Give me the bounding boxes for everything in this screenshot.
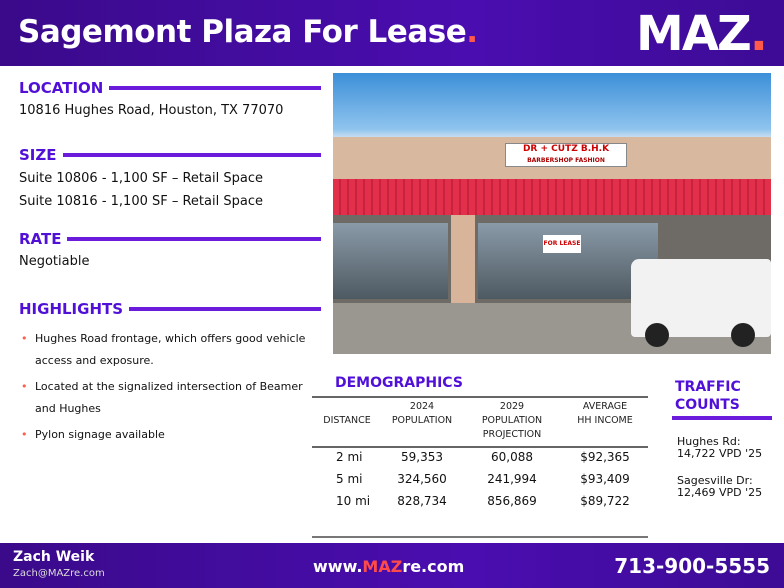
cell: $92,365 (580, 450, 630, 464)
pillar (451, 215, 475, 305)
agent-email[interactable]: Zach@MAZre.com (13, 568, 105, 579)
rate-heading: RATE (19, 230, 321, 248)
heading-rule (67, 237, 321, 241)
traffic-title-line: COUNTS (675, 397, 740, 413)
road-name: Hughes Rd: (677, 435, 741, 448)
agent-name: Zach Weik (13, 549, 95, 565)
cell: 60,088 (491, 450, 533, 464)
size-title: SIZE (19, 146, 57, 164)
traffic-count: 12,469 VPD '25 (677, 486, 763, 499)
location-title: LOCATION (19, 79, 104, 97)
suite-item: Suite 10806 - 1,100 SF – Retail Space (19, 171, 263, 186)
road-name: Sagesville Dr: (677, 474, 753, 487)
sign-text: DR + CUTZ B.H.K (522, 144, 610, 154)
logo-dot: . (749, 6, 768, 62)
highlight-item: Located at the signalized intersection o… (19, 376, 309, 420)
page-title: Sagemont Plaza For Lease. (18, 14, 478, 50)
demographics-table: DISTANCE 2024 POPULATION 2029 POPULATION… (312, 396, 648, 513)
location-heading: LOCATION (19, 79, 321, 97)
demographics-title: DEMOGRAPHICS (335, 375, 463, 391)
highlights-title: HIGHLIGHTS (19, 300, 124, 318)
title-text: Sagemont Plaza For Lease (18, 14, 467, 50)
table-row: 2 mi 59,353 60,088 $92,365 (312, 447, 648, 469)
highlights-heading: HIGHLIGHTS (19, 300, 321, 318)
header-banner: Sagemont Plaza For Lease. MAZ. (0, 0, 784, 66)
web-brand: MAZ (362, 557, 403, 576)
cell: 2 mi (336, 450, 363, 464)
web-suffix: re.com (402, 557, 465, 576)
highlight-item: Pylon signage available (19, 424, 309, 446)
column-header: 2024 POPULATION (382, 396, 462, 448)
truck-wheel (645, 323, 669, 347)
heading-rule (129, 307, 321, 311)
size-heading: SIZE (19, 146, 321, 164)
suite-item: Suite 10816 - 1,100 SF – Retail Space (19, 194, 263, 209)
cell: $89,722 (580, 493, 630, 508)
highlights-list: Hughes Road frontage, which offers good … (19, 328, 309, 450)
cell: 324,560 (397, 471, 447, 486)
store-sign: DR + CUTZ B.H.K BARBERSHOP FASHION (505, 143, 627, 167)
title-dot: . (466, 14, 478, 50)
traffic-item: Sagesville Dr: 12,469 VPD '25 (677, 475, 762, 499)
highlight-item: Hughes Road frontage, which offers good … (19, 328, 309, 372)
cell: 241,994 (487, 471, 537, 486)
table-row: 10 mi 828,734 856,869 $89,722 (312, 491, 648, 513)
web-prefix: www. (313, 557, 363, 576)
rate-title: RATE (19, 230, 62, 248)
footer-banner: Zach Weik Zach@MAZre.com www.MAZre.com 7… (0, 543, 784, 588)
cell: 856,869 (487, 493, 537, 508)
cell: 5 mi (336, 471, 363, 486)
traffic-count: 14,722 VPD '25 (677, 447, 763, 460)
logo-text: MAZ (636, 6, 752, 62)
rate-value: Negotiable (19, 254, 90, 269)
cell: 59,353 (401, 450, 443, 464)
heading-rule (62, 153, 321, 157)
website-link[interactable]: www.MAZre.com (313, 557, 464, 576)
phone-number[interactable]: 713-900-5555 (614, 554, 770, 578)
column-header: 2029 POPULATION PROJECTION (462, 396, 562, 448)
red-awning (333, 179, 771, 215)
maz-logo: MAZ. (636, 6, 768, 62)
sign-subtext: BARBERSHOP FASHION (527, 157, 605, 164)
column-header: DISTANCE (312, 396, 382, 448)
table-bottom-rule (312, 536, 648, 538)
table-row: 5 mi 324,560 241,994 $93,409 (312, 469, 648, 491)
address: 10816 Hughes Road, Houston, TX 77070 (19, 103, 284, 118)
heading-rule (109, 86, 321, 90)
traffic-title: TRAFFIC COUNTS (675, 378, 741, 414)
traffic-item: Hughes Rd: 14,722 VPD '25 (677, 436, 762, 460)
cell: $93,409 (580, 471, 630, 486)
cell: 10 mi (336, 493, 371, 508)
traffic-rule (672, 416, 772, 420)
for-lease-sign: FOR LEASE (543, 235, 581, 253)
property-photo: DR + CUTZ B.H.K BARBERSHOP FASHION FOR LE… (333, 73, 771, 354)
traffic-title-line: TRAFFIC (675, 379, 741, 395)
cell: 828,734 (397, 493, 447, 508)
window (333, 223, 448, 299)
truck-wheel (731, 323, 755, 347)
column-header: AVERAGE HH INCOME (562, 396, 648, 448)
